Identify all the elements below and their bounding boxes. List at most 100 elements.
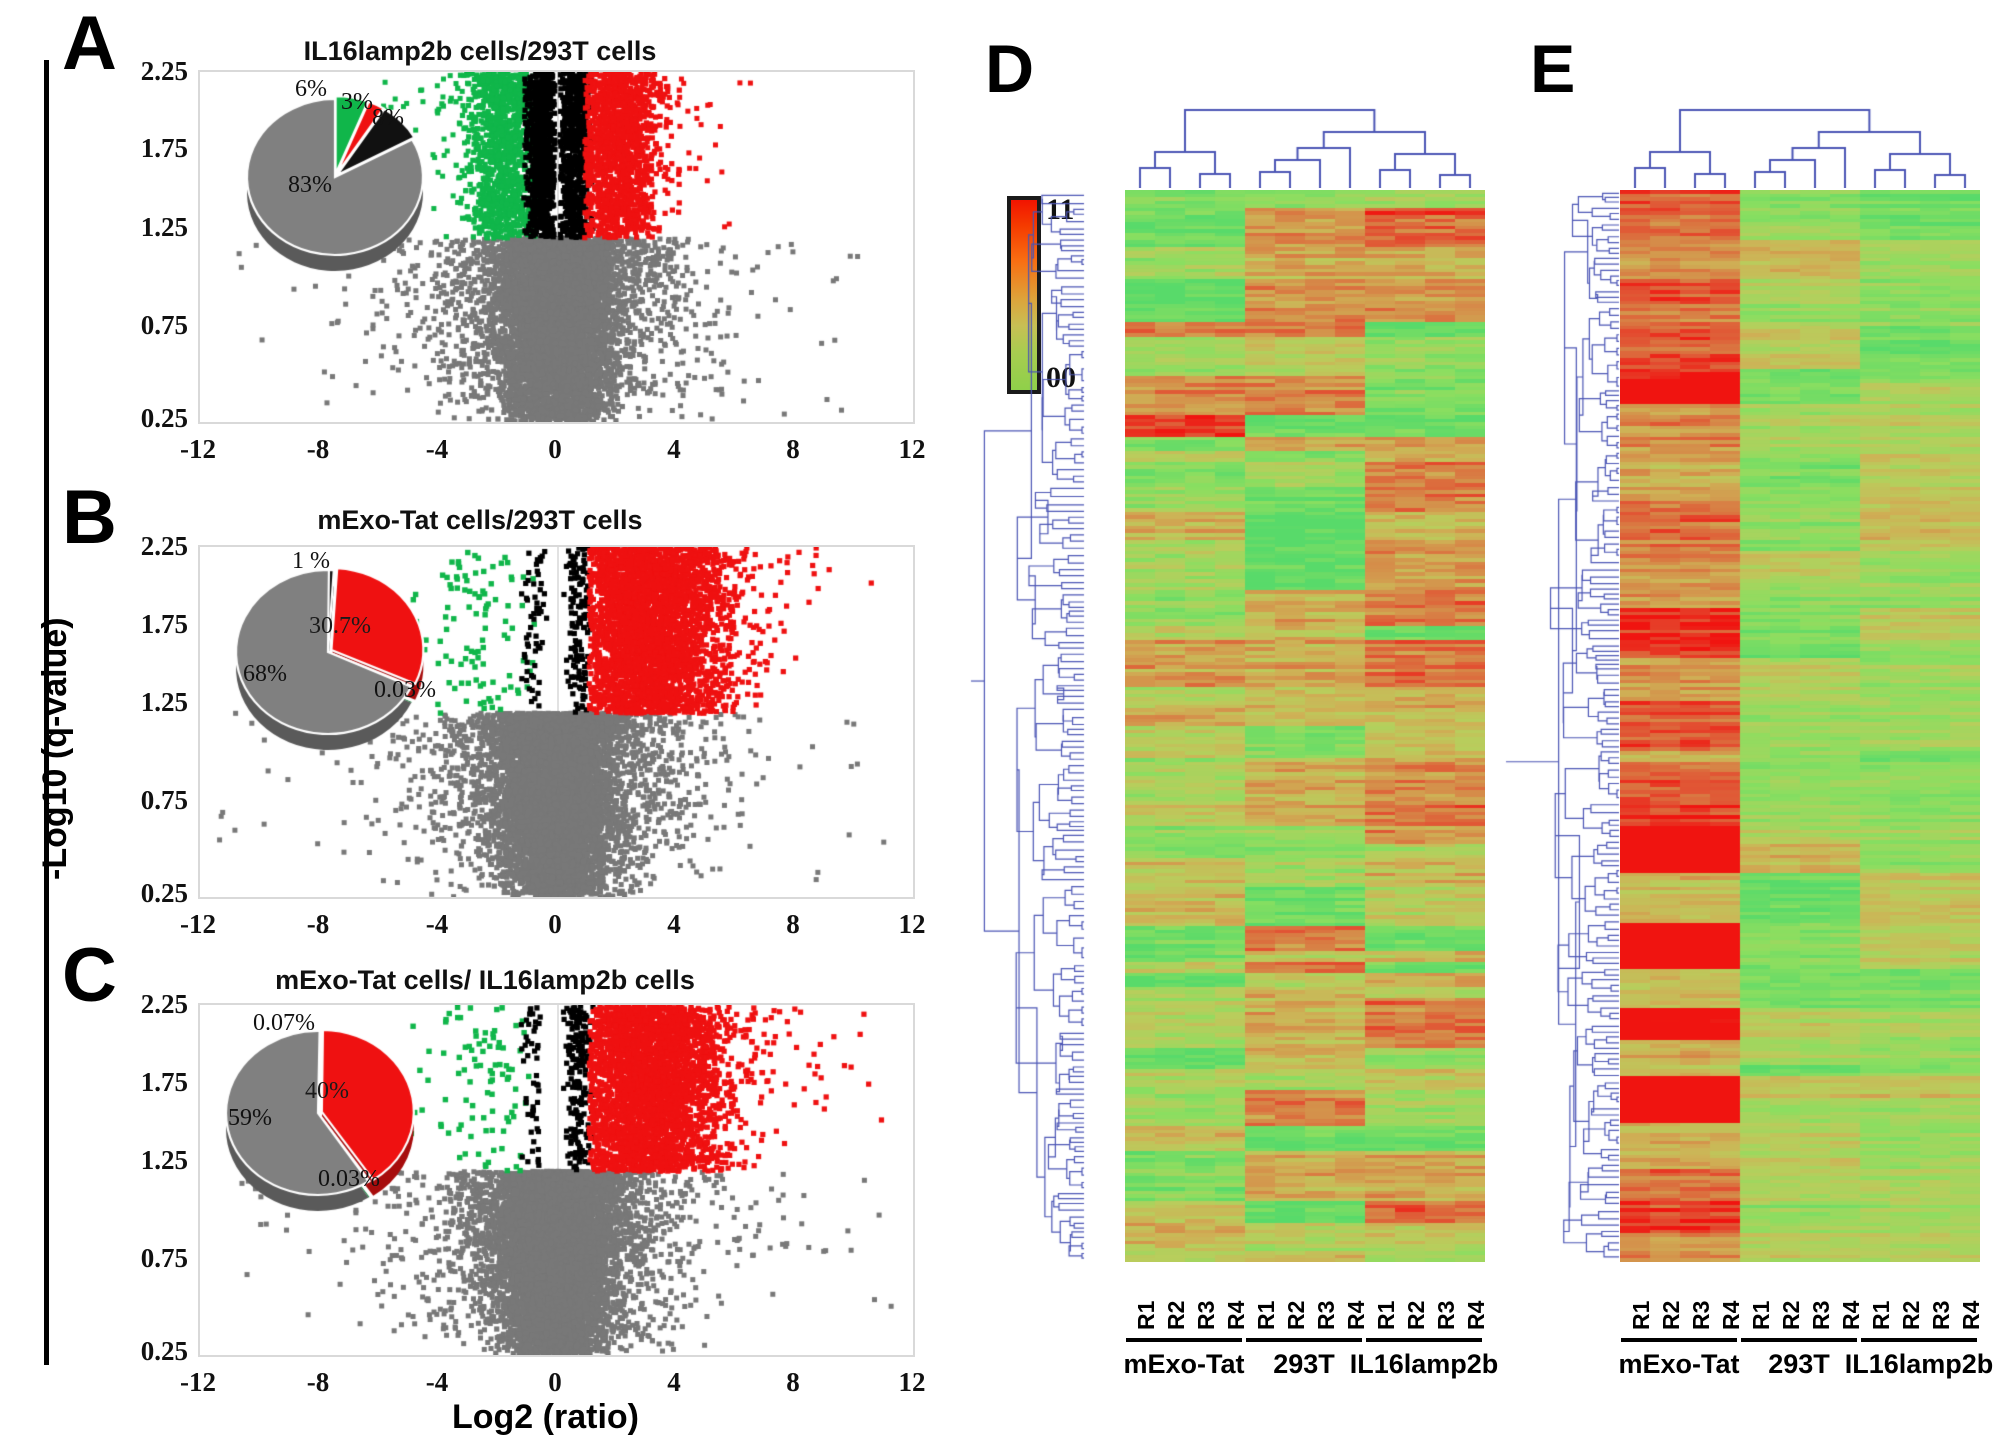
panel-d-group-label-0: mExo-Tat (1123, 1349, 1245, 1379)
panel-b-xtick-2: -4 (425, 909, 449, 939)
panel-d-group-label-2: IL16lamp2b (1349, 1349, 1499, 1379)
panel-b-xtick-0: -12 (180, 909, 216, 939)
panel-a-ytick-1: 1.75 (140, 133, 188, 163)
panel-d-group-rule-2 (1366, 1338, 1482, 1342)
panel-d-group-rule-0 (1126, 1338, 1242, 1342)
panel-c-title: mExo-Tat cells/ IL16lamp2b cells (275, 965, 695, 995)
panel-e-replicate-1: R2 (1658, 1300, 1684, 1330)
panel-a-xtick-2: -4 (425, 434, 449, 464)
panel-e-group-label-0: mExo-Tat (1618, 1349, 1740, 1379)
panel-c-pie-canvas (200, 1005, 913, 1355)
panel-letter-a: A (62, 1, 117, 86)
x-axis-label: Log2 (ratio) (452, 1398, 639, 1436)
column-dendrogram-d (1125, 100, 1485, 188)
panel-c-xtick-6: 12 (898, 1367, 926, 1397)
panel-b-title: mExo-Tat cells/293T cells (317, 505, 643, 535)
panel-c-plot (198, 1003, 915, 1357)
panel-c-xtick-4: 4 (667, 1367, 681, 1397)
panel-b-ytick-2: 1.25 (140, 687, 188, 717)
panel-d-replicate-1: R2 (1163, 1300, 1189, 1330)
panel-b-pie-label-black: 1 % (292, 548, 330, 574)
panel-a-pie-canvas (200, 72, 913, 422)
panel-a-pie-label-black: 8% (372, 105, 404, 131)
panel-c-pie-label-red: 40% (305, 1078, 349, 1104)
panel-letter-c: C (62, 933, 117, 1018)
panel-b-xtick-6: 12 (898, 909, 926, 939)
panel-d-group-rule-1 (1246, 1338, 1362, 1342)
panel-e-replicate-8: R1 (1868, 1300, 1894, 1330)
panel-c-xtick-1: -8 (306, 1367, 330, 1397)
panel-a-ytick-2: 1.25 (140, 212, 188, 242)
heatmap-e (1620, 190, 1980, 1262)
panel-c-ytick-2: 1.25 (140, 1145, 188, 1175)
panel-a-xtick-1: -8 (306, 434, 330, 464)
panel-e-replicate-11: R4 (1958, 1300, 1984, 1330)
panel-b-xtick-5: 8 (786, 909, 800, 939)
panel-d-replicate-10: R3 (1433, 1300, 1459, 1330)
panel-a-ytick-0: 2.25 (140, 56, 188, 86)
panel-e-group-rule-1 (1741, 1338, 1857, 1342)
panel-letter-e: E (1530, 31, 1576, 107)
panel-d-replicate-8: R1 (1373, 1300, 1399, 1330)
panel-c-ytick-4: 0.25 (140, 1336, 188, 1366)
panel-e-replicate-2: R3 (1688, 1300, 1714, 1330)
panel-a-ytick-3: 0.75 (140, 310, 188, 340)
row-dendrogram-e (1505, 190, 1620, 1262)
panel-a-pie-label-green: 6% (295, 76, 327, 102)
panel-e-replicate-9: R2 (1898, 1300, 1924, 1330)
panel-e-replicate-0: R1 (1628, 1300, 1654, 1330)
panel-a-pie-label-red: 3% (341, 89, 373, 115)
panel-a-xtick-4: 4 (667, 434, 681, 464)
panel-b-pie-canvas (200, 547, 913, 897)
panel-a-plot (198, 70, 915, 424)
panel-c-xtick-0: -12 (180, 1367, 216, 1397)
panel-d-replicate-5: R2 (1283, 1300, 1309, 1330)
panel-c-ytick-3: 0.75 (140, 1243, 188, 1273)
panel-e-replicate-6: R3 (1808, 1300, 1834, 1330)
panel-b-xtick-4: 4 (667, 909, 681, 939)
panel-a-xtick-0: -12 (180, 434, 216, 464)
panel-e-replicate-7: R4 (1838, 1300, 1864, 1330)
panel-a-pie-label-grey: 83% (288, 172, 332, 198)
panel-b-xtick-1: -8 (306, 909, 330, 939)
heatmap-d (1125, 190, 1485, 1262)
panel-c-ytick-0: 2.25 (140, 989, 188, 1019)
panel-d-group-label-1: 293T (1273, 1349, 1335, 1379)
panel-e-group-label-1: 293T (1768, 1349, 1830, 1379)
panel-a-ytick-4: 0.25 (140, 403, 188, 433)
panel-b-pie-label-green: 0.03% (374, 677, 436, 703)
panel-d-replicate-2: R3 (1193, 1300, 1219, 1330)
panel-e-group-rule-2 (1861, 1338, 1977, 1342)
panel-e-replicate-10: R3 (1928, 1300, 1954, 1330)
panel-a-title: IL16lamp2b cells/293T cells (303, 36, 657, 66)
panel-e-group-label-2: IL16lamp2b (1844, 1349, 1994, 1379)
panel-b-xtick-3: 0 (548, 909, 562, 939)
panel-c-pie-label-grey: 59% (228, 1105, 272, 1131)
panel-e-replicate-4: R1 (1748, 1300, 1774, 1330)
panel-e-replicate-3: R4 (1718, 1300, 1744, 1330)
panel-c-pie-label-green: 0.03% (318, 1166, 380, 1192)
panel-b-pie-label-grey: 68% (243, 661, 287, 687)
panel-c-xtick-2: -4 (425, 1367, 449, 1397)
column-dendrogram-e (1620, 100, 1980, 188)
panel-b-ytick-1: 1.75 (140, 609, 188, 639)
panel-b-pie-label-red: 30.7% (309, 613, 371, 639)
panel-b-ytick-3: 0.75 (140, 785, 188, 815)
panel-c-ytick-1: 1.75 (140, 1067, 188, 1097)
panel-letter-b: B (62, 475, 117, 560)
panel-d-replicate-3: R4 (1223, 1300, 1249, 1330)
panel-e-replicate-5: R2 (1778, 1300, 1804, 1330)
panel-d-replicate-6: R3 (1313, 1300, 1339, 1330)
panel-c-xtick-5: 8 (786, 1367, 800, 1397)
y-axis-label: -Log10 (q-value) (36, 617, 74, 880)
row-dendrogram-d (970, 190, 1085, 1262)
panel-c-xtick-3: 0 (548, 1367, 562, 1397)
panel-a-xtick-3: 0 (548, 434, 562, 464)
panel-b-plot (198, 545, 915, 899)
panel-b-ytick-0: 2.25 (140, 531, 188, 561)
y-axis-rule (44, 60, 49, 1365)
panel-a-xtick-6: 12 (898, 434, 926, 464)
panel-d-replicate-9: R2 (1403, 1300, 1429, 1330)
panel-d-replicate-4: R1 (1253, 1300, 1279, 1330)
